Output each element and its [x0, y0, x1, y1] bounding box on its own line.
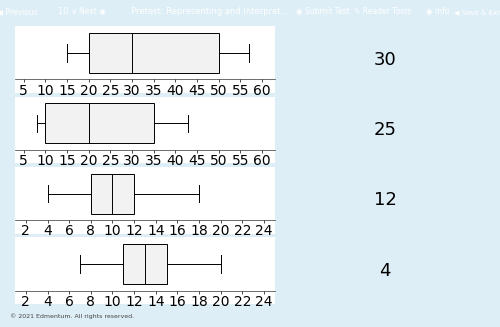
Text: ◀ Save & Exit: ◀ Save & Exit [454, 9, 500, 15]
Text: © 2021 Edmentum. All rights reserved.: © 2021 Edmentum. All rights reserved. [10, 313, 134, 319]
Bar [91, 174, 134, 214]
Text: ✎ Reader Tools: ✎ Reader Tools [354, 7, 411, 16]
Text: 4: 4 [380, 262, 391, 280]
Text: ◉ Info: ◉ Info [426, 7, 449, 16]
Text: Pretest: Representing and Interpret...: Pretest: Representing and Interpret... [132, 7, 288, 16]
Bar [88, 33, 218, 73]
Bar [46, 103, 154, 143]
Text: 30: 30 [374, 51, 396, 69]
Text: ◉ Submit Test: ◉ Submit Test [296, 7, 350, 16]
Text: 10 ∨: 10 ∨ [58, 7, 77, 16]
Bar [124, 244, 166, 284]
Text: 25: 25 [374, 121, 396, 139]
Text: ◀ Previous: ◀ Previous [0, 7, 38, 16]
Text: 12: 12 [374, 191, 396, 209]
Text: Next ◉: Next ◉ [79, 7, 106, 16]
